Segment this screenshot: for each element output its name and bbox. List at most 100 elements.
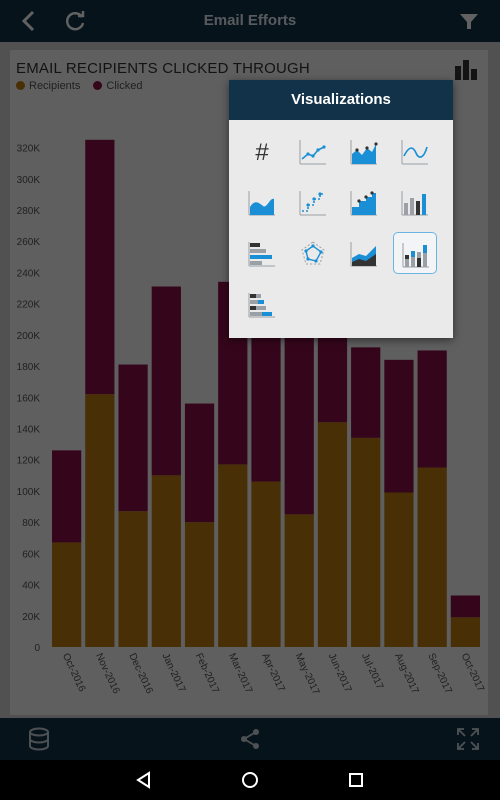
viz-option-step-area-chart[interactable] (342, 181, 386, 223)
area-markers-chart-icon (350, 140, 378, 165)
nav-back-button[interactable] (132, 768, 156, 792)
bottom-toolbar (0, 718, 500, 760)
y-tick-label: 60K (22, 549, 40, 560)
bar-clicked[interactable] (351, 347, 381, 438)
x-tick-label: Dec-2016 (126, 652, 154, 696)
bar-recipients[interactable] (218, 464, 248, 647)
bar-recipients[interactable] (284, 514, 314, 647)
back-button[interactable] (14, 6, 44, 36)
bar-clicked[interactable] (151, 286, 181, 476)
bar-clicked[interactable] (51, 450, 82, 543)
y-tick-label: 300K (17, 175, 41, 186)
bar-recipients[interactable] (450, 617, 481, 647)
x-tick-label: Feb-2017 (193, 652, 221, 696)
x-tick-label: Jan-2017 (160, 652, 188, 695)
share-button[interactable] (237, 726, 263, 752)
viz-option-stacked-column-chart[interactable] (393, 232, 437, 274)
x-tick-label: Sep-2017 (425, 652, 453, 696)
y-tick-label: 40K (22, 581, 40, 592)
bar-recipients[interactable] (118, 511, 148, 647)
fullscreen-button[interactable] (455, 726, 481, 752)
refresh-icon (65, 11, 85, 31)
nav-home-button[interactable] (238, 768, 262, 792)
viz-option-stacked-bar-chart[interactable] (240, 283, 284, 325)
svg-text:#: # (255, 139, 269, 166)
viz-option-radar-chart[interactable] (291, 232, 335, 274)
y-tick-label: 140K (17, 425, 41, 436)
bar-recipients[interactable] (317, 422, 348, 647)
y-tick-label: 100K (17, 487, 41, 498)
x-tick-label: Jul-2017 (359, 652, 385, 692)
x-tick-label: Oct-2017 (459, 652, 487, 694)
y-tick-label: 240K (17, 268, 41, 279)
expand-icon (457, 728, 479, 750)
back-arrow-icon (21, 10, 35, 32)
viz-option-area-markers-chart[interactable] (342, 130, 386, 172)
bar-recipients[interactable] (417, 467, 447, 647)
viz-option-spline-chart[interactable] (393, 130, 437, 172)
spline-chart-icon (401, 140, 428, 165)
y-tick-label: 80K (22, 518, 40, 529)
viz-option-step-line-chart[interactable] (291, 181, 335, 223)
step-line-chart-icon (299, 191, 326, 216)
viz-option-stacked-area-chart[interactable] (342, 232, 386, 274)
bar-recipients[interactable] (51, 542, 82, 647)
share-icon (241, 729, 259, 749)
bar-recipients[interactable] (384, 492, 414, 648)
filter-icon (460, 14, 478, 29)
stacked-area-chart-icon (350, 242, 377, 267)
y-tick-label: 280K (17, 206, 41, 217)
square-recents-icon (349, 773, 363, 787)
popup-title: Visualizations (229, 80, 453, 120)
viz-option-bar-chart[interactable] (240, 232, 284, 274)
bar-chart-icon (248, 242, 275, 267)
viz-option-column-chart[interactable] (393, 181, 437, 223)
step-area-chart-icon (350, 191, 377, 216)
viz-option-area-chart[interactable] (240, 181, 284, 223)
data-source-button[interactable] (26, 726, 52, 752)
filter-button[interactable] (454, 6, 484, 36)
number-icon: # (255, 139, 269, 166)
bar-recipients[interactable] (85, 394, 115, 647)
system-nav-bar (0, 760, 500, 800)
bar-recipients[interactable] (184, 522, 215, 647)
triangle-back-icon (136, 771, 150, 789)
database-icon (29, 727, 49, 751)
circle-home-icon (242, 772, 258, 788)
area-chart-icon (248, 191, 275, 216)
x-tick-label: Nov-2016 (93, 652, 121, 696)
x-tick-label: Oct-2016 (60, 652, 88, 694)
y-tick-label: 160K (17, 393, 41, 404)
bar-clicked[interactable] (384, 359, 414, 493)
x-tick-label: Mar-2017 (226, 652, 254, 696)
line-chart-icon (299, 140, 326, 165)
bar-clicked[interactable] (184, 403, 215, 523)
bar-recipients[interactable] (151, 475, 181, 647)
x-tick-label: Aug-2017 (392, 652, 420, 696)
x-tick-label: Jun-2017 (326, 652, 354, 695)
stacked-bar-chart-icon (248, 293, 275, 318)
y-tick-label: 260K (17, 237, 41, 248)
viz-option-line-chart[interactable] (291, 130, 335, 172)
refresh-button[interactable] (60, 6, 90, 36)
y-tick-label: 120K (17, 456, 41, 467)
y-tick-label: 220K (17, 300, 41, 311)
top-bar: Email Efforts (0, 0, 500, 42)
bar-recipients[interactable] (351, 437, 381, 647)
bar-clicked[interactable] (85, 139, 115, 395)
stacked-column-chart-icon (402, 243, 429, 268)
y-tick-label: 200K (17, 331, 41, 342)
visualizations-popup: Visualizations # (229, 80, 453, 338)
x-tick-label: May-2017 (293, 652, 322, 697)
y-tick-label: 0 (34, 643, 40, 654)
viz-option-number[interactable]: # (240, 130, 284, 172)
radar-chart-icon (301, 241, 325, 265)
bar-clicked[interactable] (450, 595, 481, 618)
y-tick-label: 180K (17, 362, 41, 373)
bar-clicked[interactable] (417, 350, 447, 468)
y-tick-label: 20K (22, 612, 40, 623)
nav-recents-button[interactable] (344, 768, 368, 792)
bar-clicked[interactable] (118, 364, 148, 512)
bar-recipients[interactable] (251, 481, 281, 647)
